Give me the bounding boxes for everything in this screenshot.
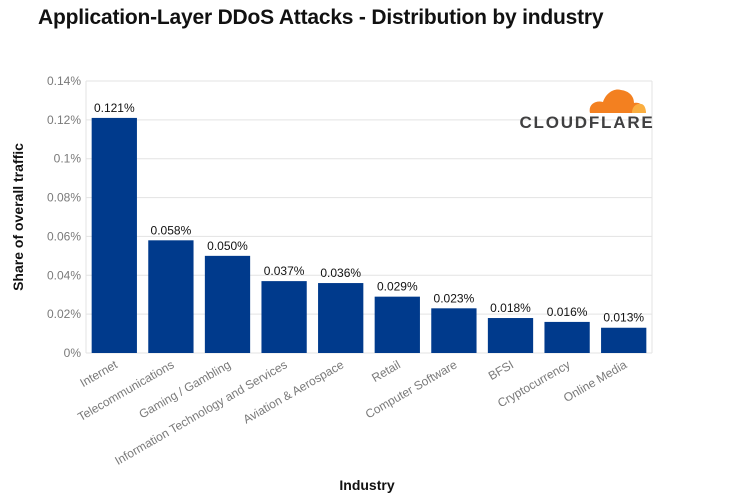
data-label: 0.036%: [320, 266, 361, 280]
cloudflare-logo: CLOUDFLARE: [519, 89, 654, 132]
y-axis-ticks: 0% 0.02% 0.04% 0.06% 0.08% 0.1% 0.12% 0.14%: [47, 74, 81, 360]
bar-1: [148, 240, 194, 353]
y-tick-label: 0.14%: [47, 74, 81, 88]
y-tick-label: 0.12%: [47, 113, 81, 127]
bar-4: [318, 283, 364, 353]
data-label: 0.121%: [94, 101, 135, 115]
data-label: 0.050%: [207, 239, 248, 253]
data-label: 0.058%: [151, 223, 192, 237]
data-label: 0.037%: [264, 264, 305, 278]
data-label: 0.016%: [547, 305, 588, 319]
data-label: 0.023%: [434, 291, 475, 305]
gridlines: [85, 80, 653, 354]
bar-7: [487, 318, 534, 353]
y-tick-label: 0.08%: [47, 191, 81, 205]
x-tick-label: Aviation & Aerospace: [241, 357, 347, 426]
data-label: 0.018%: [490, 301, 531, 315]
bar-8: [544, 321, 590, 353]
bars: [91, 117, 647, 354]
x-tick-label: Telecommunications: [75, 357, 176, 423]
data-label: 0.029%: [377, 280, 418, 294]
logo-wordmark: CLOUDFLARE: [519, 113, 654, 132]
x-tick-label: Computer Software: [363, 357, 460, 421]
bar-6: [431, 308, 477, 353]
cloud-icon: [589, 89, 646, 113]
y-tick-label: 0.06%: [47, 229, 81, 243]
chart-title: Application-Layer DDoS Attacks - Distrib…: [38, 6, 604, 29]
x-tick-label: BFSI: [486, 357, 516, 382]
y-tick-label: 0.02%: [47, 307, 81, 321]
x-tick-label: Online Media: [561, 357, 630, 405]
bar-5: [374, 296, 420, 353]
bar-3: [261, 281, 307, 353]
y-axis-label: Share of overall traffic: [10, 143, 26, 291]
x-tick-label: Retail: [369, 357, 403, 384]
bar-2: [204, 255, 251, 353]
y-tick-label: 0%: [64, 346, 82, 360]
bar-0: [91, 117, 137, 354]
bar-9: [601, 327, 647, 353]
data-label: 0.013%: [603, 311, 644, 325]
x-axis-label: Industry: [339, 477, 394, 493]
data-labels: 0.121% 0.058% 0.050% 0.037% 0.036% 0.029% 0.02…: [94, 101, 644, 325]
y-tick-label: 0.1%: [54, 152, 82, 166]
y-tick-label: 0.04%: [47, 268, 81, 282]
x-tick-label: Internet: [78, 357, 121, 390]
